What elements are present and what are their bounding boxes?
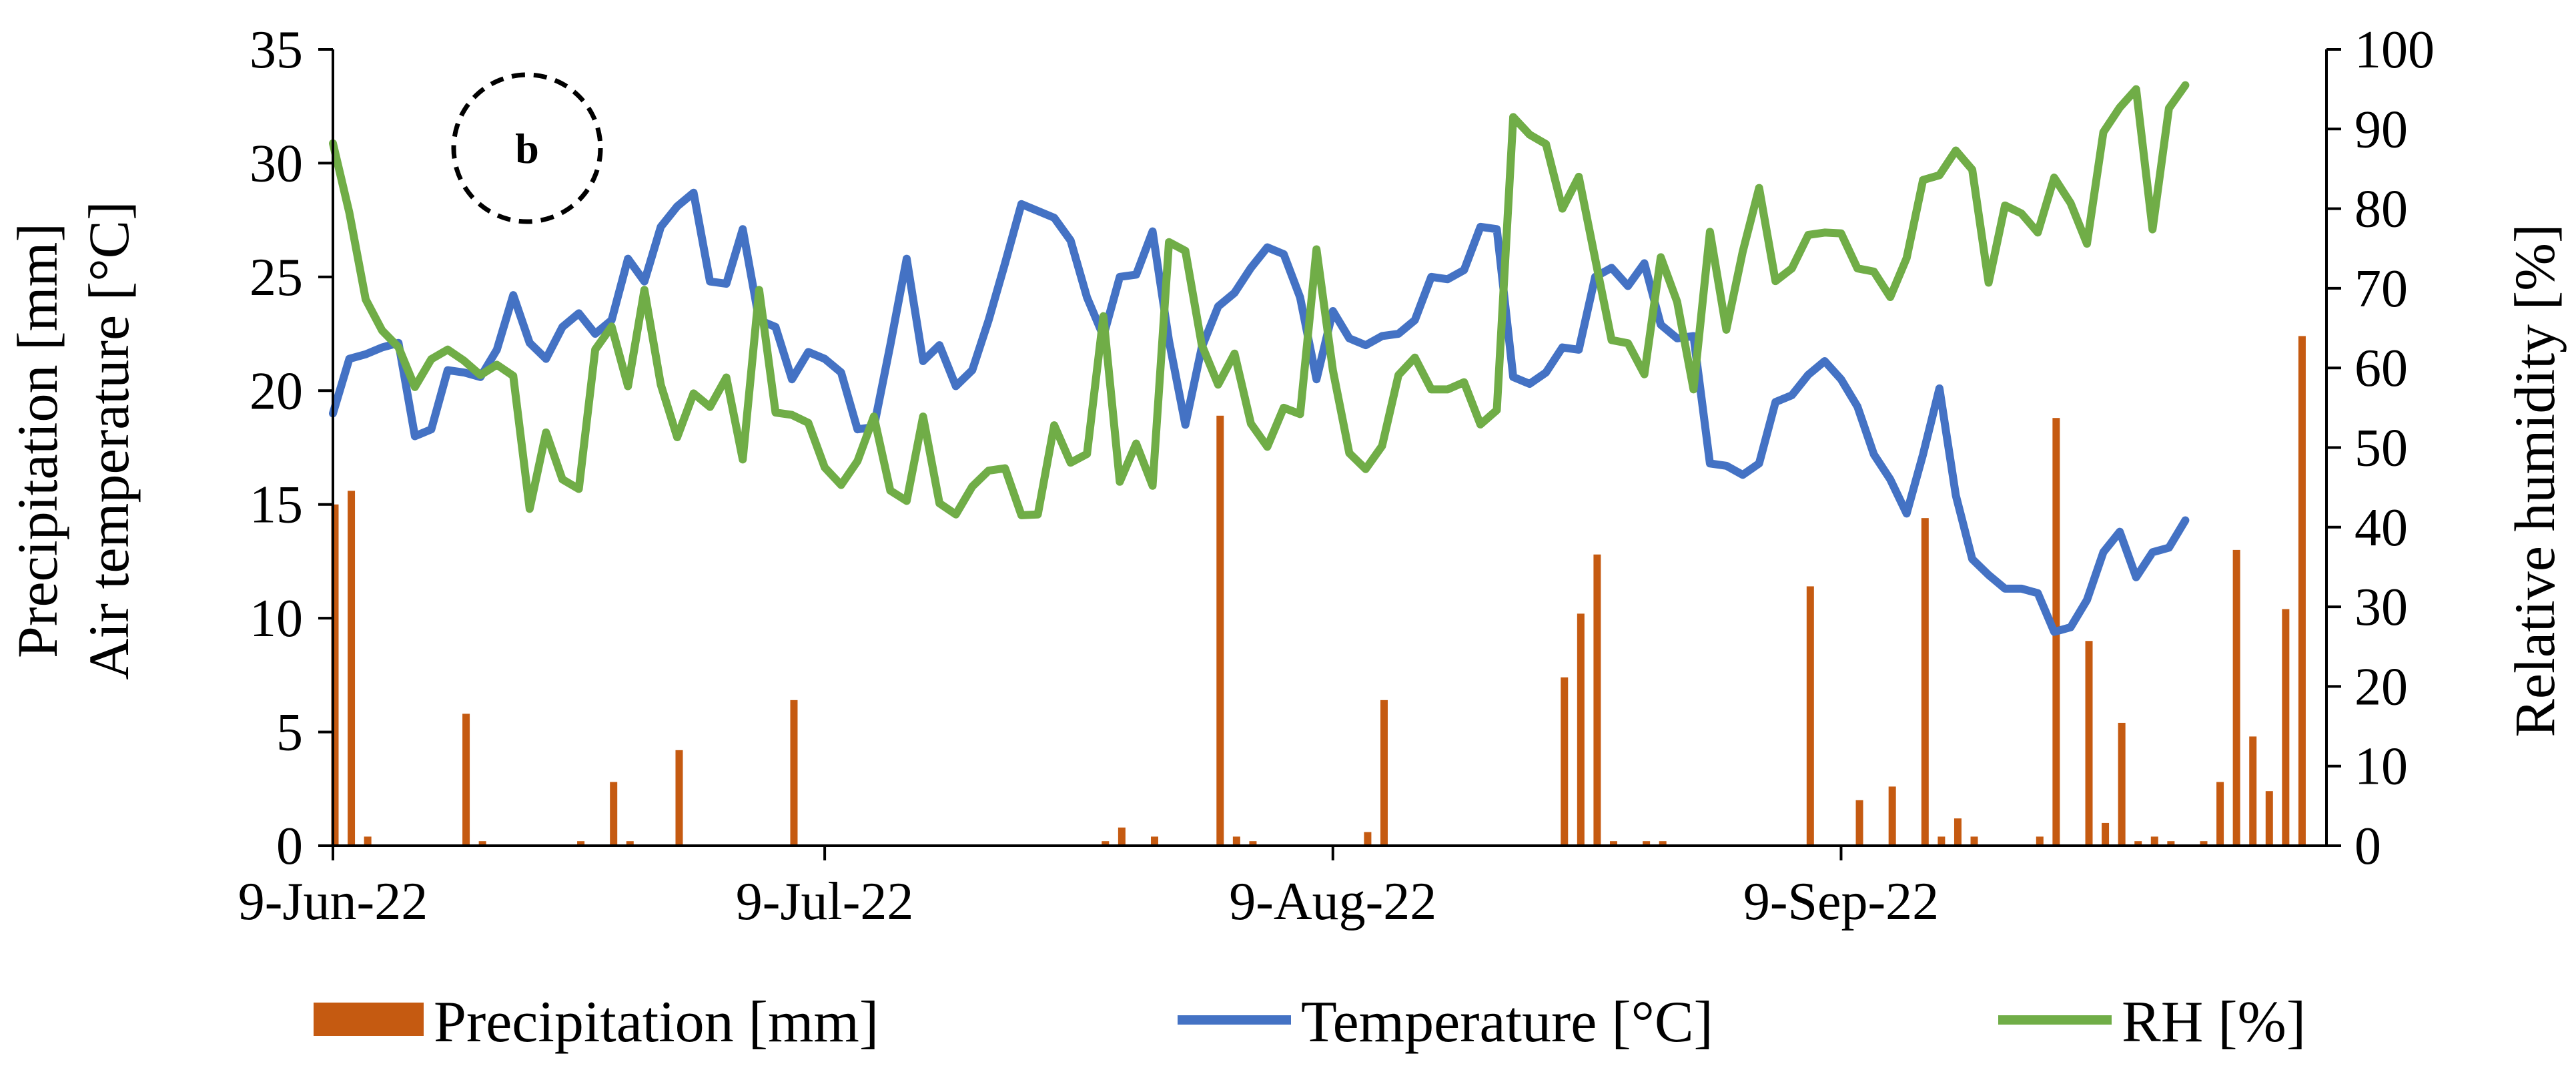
precipitation-bar bbox=[348, 491, 356, 846]
precipitation-bar bbox=[1593, 554, 1601, 846]
precipitation-bar bbox=[2036, 836, 2044, 846]
precipitation-bar bbox=[626, 841, 634, 846]
y-left-title-line2: Air temperature [°C] bbox=[77, 201, 141, 680]
precipitation-bar bbox=[364, 836, 372, 846]
y-right-tick-label: 100 bbox=[2354, 21, 2435, 79]
precipitation-bar bbox=[1643, 841, 1651, 846]
precipitation-bar bbox=[2167, 841, 2175, 846]
precipitation-bar bbox=[1806, 586, 1814, 846]
precipitation-bar bbox=[675, 750, 683, 846]
precipitation-bar bbox=[1855, 800, 1863, 846]
x-tick-label: 9-Jul-22 bbox=[736, 872, 914, 931]
y-right-tick-label: 20 bbox=[2354, 657, 2408, 716]
y-right-tick-label: 90 bbox=[2354, 100, 2408, 159]
precipitation-bar bbox=[1216, 415, 1224, 846]
y-left-tick-label: 5 bbox=[276, 704, 303, 762]
precipitation-bar bbox=[1118, 827, 1126, 846]
precipitation-bar bbox=[1888, 786, 1896, 846]
precipitation-bar bbox=[1561, 677, 1569, 846]
y-right-tick-label: 60 bbox=[2354, 339, 2408, 398]
precipitation-bar bbox=[2216, 782, 2224, 846]
precipitation-bar bbox=[2298, 336, 2306, 846]
precipitation-bar bbox=[1232, 836, 1240, 846]
y-left-tick-label: 35 bbox=[250, 21, 303, 79]
precipitation-bar bbox=[2200, 841, 2208, 846]
legend-swatch-precipitation bbox=[314, 1003, 424, 1036]
precipitation-bar bbox=[1577, 613, 1585, 846]
rh-line bbox=[329, 81, 2190, 519]
precipitation-bar bbox=[610, 782, 618, 846]
y-right-tick-label: 30 bbox=[2354, 578, 2408, 637]
y-left-tick-label: 0 bbox=[276, 817, 303, 876]
legend: Precipitation [mm] Temperature [°C] RH [… bbox=[314, 990, 2306, 1055]
legend-label-temperature: Temperature [°C] bbox=[1301, 990, 1713, 1055]
precipitation-bar bbox=[1921, 518, 1929, 846]
panel-letter: b bbox=[515, 125, 539, 172]
y-left-tick-label: 30 bbox=[250, 134, 303, 193]
y-left-tick-label: 25 bbox=[250, 248, 303, 307]
y-right-title: Relative humidity [%] bbox=[2503, 224, 2567, 737]
x-tick-label: 9-Jun-22 bbox=[238, 872, 428, 931]
precipitation-bar bbox=[1659, 841, 1667, 846]
precipitation-bar bbox=[1249, 841, 1257, 846]
y-right-tick-label: 10 bbox=[2354, 738, 2408, 796]
precipitation-bar bbox=[790, 700, 798, 846]
precipitation-bar bbox=[1609, 841, 1617, 846]
y-right-tick-label: 80 bbox=[2354, 180, 2408, 239]
precipitation-bar bbox=[2102, 822, 2110, 846]
series-lines bbox=[329, 81, 2190, 636]
precipitation-bar bbox=[1970, 836, 1978, 846]
precipitation-bar bbox=[2232, 549, 2240, 846]
precipitation-bar bbox=[2085, 641, 2093, 846]
precipitation-bar bbox=[1364, 832, 1372, 846]
precipitation-bar bbox=[462, 714, 470, 846]
precipitation-bar bbox=[478, 841, 486, 846]
precipitation-bar bbox=[1954, 818, 1962, 846]
y-right-tick-label: 40 bbox=[2354, 499, 2408, 557]
y-left-tick-label: 10 bbox=[250, 589, 303, 648]
precipitation-bar bbox=[1380, 700, 1388, 846]
precipitation-bar bbox=[577, 841, 585, 846]
precipitation-bar bbox=[2282, 609, 2290, 846]
y-right-tick-label: 70 bbox=[2354, 260, 2408, 318]
y-right-tick-label: 0 bbox=[2354, 817, 2381, 876]
panel-marker-circle bbox=[451, 72, 603, 224]
x-tick-label: 9-Sep-22 bbox=[1743, 872, 1939, 931]
x-tick-label: 9-Aug-22 bbox=[1229, 872, 1436, 931]
y-left-tick-label: 20 bbox=[250, 362, 303, 421]
precipitation-bar bbox=[2249, 736, 2257, 846]
y-left-tick-label: 15 bbox=[250, 476, 303, 535]
precipitation-bar bbox=[1151, 836, 1159, 846]
axes: 0 5 10 15 20 25 30 35 0 10 20 30 40 50 60 70 80 90 100 9-Ju… bbox=[238, 21, 2435, 931]
precipitation-bar bbox=[2134, 841, 2142, 846]
precipitation-bar bbox=[2150, 836, 2158, 846]
temperature-line bbox=[329, 188, 2190, 636]
y-left-title-line1: Precipitation [mm] bbox=[5, 223, 69, 658]
precipitation-bar bbox=[331, 504, 339, 846]
precipitation-bar bbox=[1102, 841, 1110, 846]
precipitation-bar bbox=[2118, 722, 2126, 846]
legend-label-precipitation: Precipitation [mm] bbox=[434, 990, 879, 1055]
legend-label-rh: RH [%] bbox=[2122, 990, 2306, 1055]
precipitation-bar bbox=[1938, 836, 1946, 846]
y-right-tick-label: 50 bbox=[2354, 419, 2408, 478]
precipitation-bar bbox=[2265, 791, 2273, 846]
